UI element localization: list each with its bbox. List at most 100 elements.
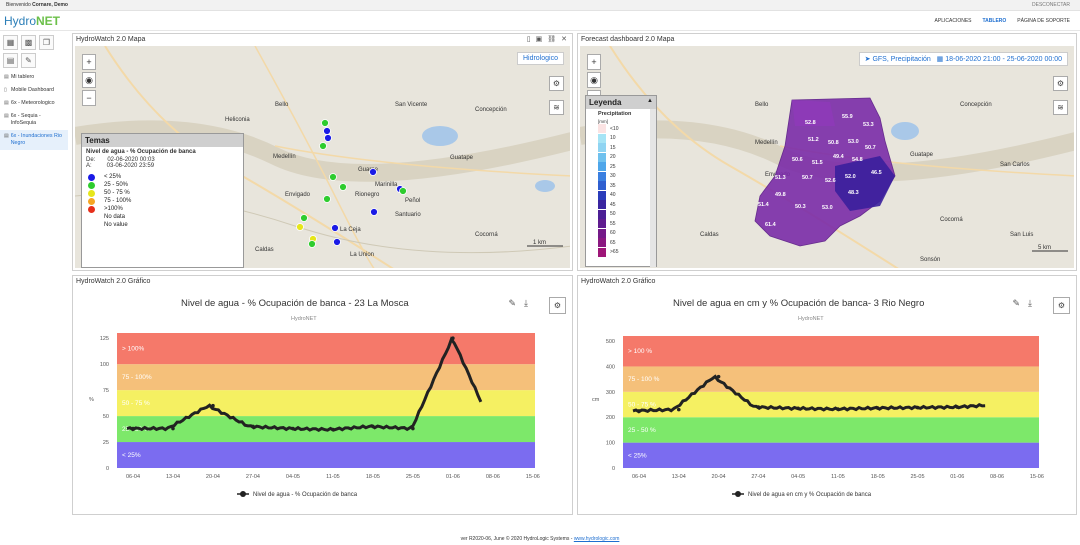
download-icon[interactable]: ⤓	[524, 298, 528, 308]
layers-icon[interactable]: ≋	[549, 100, 564, 115]
sidebar-item-sequia[interactable]: ▤ 6x - Sequia - InfoSequia	[4, 113, 41, 126]
data-point[interactable]	[131, 426, 135, 431]
zoom-out-button[interactable]: −	[82, 90, 96, 106]
station-marker[interactable]	[323, 195, 331, 203]
image-icon[interactable]: ▣	[535, 36, 543, 43]
station-marker[interactable]	[339, 183, 347, 191]
data-point[interactable]	[796, 406, 800, 411]
calendar-icon: ▦	[936, 56, 944, 63]
map-city-label: Bello	[755, 102, 769, 108]
legend-title: Temas	[82, 134, 243, 147]
sidebar-item-inundaciones[interactable]: ▤ 6x - Inundaciones Rio Negro	[0, 130, 68, 150]
data-point[interactable]	[875, 406, 880, 410]
station-marker[interactable]	[370, 208, 378, 216]
legend-entry-label: 20	[610, 154, 616, 161]
station-marker[interactable]	[399, 187, 407, 195]
legend-entry-label: 60	[610, 230, 616, 237]
catchment-shape[interactable]	[835, 156, 895, 211]
station-marker[interactable]	[324, 134, 332, 142]
legend-entry-label: 15	[610, 144, 616, 151]
data-point[interactable]	[451, 336, 455, 340]
zoom-in-button[interactable]: +	[587, 54, 601, 70]
legend-swatch	[598, 124, 606, 134]
grid-icon[interactable]: ▦	[3, 35, 18, 50]
station-marker[interactable]	[321, 119, 329, 127]
nav-tablero[interactable]: TABLERO	[982, 18, 1007, 24]
hydronet-logo[interactable]: HydroNET	[4, 14, 61, 28]
legend-scrollbar[interactable]	[650, 109, 656, 267]
y-tick-label: 50	[103, 414, 109, 420]
map-canvas[interactable]: Bello Medellín Envigado Caldas Guatape S…	[580, 46, 1074, 268]
pencil-icon[interactable]: ✎	[1012, 298, 1021, 308]
dashboard-icon: ▤	[4, 74, 9, 80]
map-city-label: Sonsón	[920, 257, 940, 263]
compass-button[interactable]: ◉	[587, 72, 601, 88]
source-icon: ➤	[864, 56, 871, 63]
chart-legend-label[interactable]: Nivel de agua - % Ocupación de banca	[253, 492, 358, 498]
map-city-label: San Luis	[1010, 232, 1033, 238]
download-icon[interactable]: ⤓	[1028, 298, 1032, 308]
link-icon[interactable]: ⛓	[547, 36, 557, 43]
pencil-icon[interactable]: ✎	[21, 53, 36, 68]
gear-icon[interactable]: ⚙	[549, 76, 564, 91]
station-marker[interactable]	[300, 214, 308, 222]
data-point[interactable]	[676, 407, 681, 412]
data-point[interactable]	[915, 405, 920, 410]
station-marker[interactable]	[296, 223, 304, 231]
series-line[interactable]	[632, 374, 986, 414]
station-marker[interactable]	[333, 238, 341, 246]
sidebar-item-meteorologico[interactable]: ▤ 6x - Meteorologico	[4, 100, 55, 106]
data-point[interactable]	[716, 374, 721, 379]
data-point[interactable]	[211, 403, 215, 408]
data-point[interactable]	[836, 407, 840, 411]
grid-cell-value: 50.7	[865, 145, 876, 151]
x-tick-label: 08-06	[990, 474, 1004, 480]
station-marker[interactable]	[369, 168, 377, 176]
map-layer-tag[interactable]: Hidrologico	[516, 52, 564, 65]
sidebar-item-mi-tablero[interactable]: ▤ Mi tablero	[4, 74, 35, 80]
qr-icon[interactable]: ▩	[21, 35, 36, 50]
data-point[interactable]	[756, 405, 761, 409]
map-canvas[interactable]: Bello Medellín Envigado Guarne Rionegro …	[75, 46, 570, 268]
forecast-tag[interactable]: ➤ GFS, Precipitación ▦ 18-06-2020 21:00 …	[858, 52, 1068, 66]
data-point[interactable]	[955, 405, 960, 409]
data-point[interactable]	[637, 409, 641, 413]
station-marker[interactable]	[319, 142, 327, 150]
chart-legend-label[interactable]: Nivel de agua en cm y % Ocupación de ban…	[748, 492, 872, 498]
copy-icon[interactable]: ❐	[39, 35, 54, 50]
catchment-shape[interactable]	[792, 100, 835, 126]
sidebar-item-mobile[interactable]: ▯ Mobile Dashboard	[4, 87, 54, 93]
nav-aplicaciones[interactable]: APLICACIONES	[934, 18, 972, 24]
gear-icon[interactable]: ⚙	[1053, 297, 1070, 314]
zoom-in-button[interactable]: +	[82, 54, 96, 70]
footer-link[interactable]: www.hydrologic.com	[573, 536, 620, 542]
mobile-icon[interactable]: ▯	[526, 36, 531, 43]
y-tick-label: 125	[100, 336, 109, 342]
data-point[interactable]	[331, 427, 335, 432]
series-line[interactable]	[126, 336, 483, 433]
gear-icon[interactable]: ⚙	[549, 297, 566, 314]
panel-title: HydroWatch 2.0 Mapa	[76, 36, 146, 43]
collapse-icon[interactable]: ▲	[647, 98, 653, 104]
pencil-icon[interactable]: ✎	[508, 298, 517, 308]
grid-cell-value: 52.6	[825, 178, 836, 184]
data-point[interactable]	[251, 424, 255, 429]
station-marker[interactable]	[323, 127, 331, 135]
legend-entry-label: 25	[610, 163, 616, 170]
layers-icon[interactable]: ≋	[1053, 100, 1068, 115]
gear-icon[interactable]: ⚙	[1053, 76, 1068, 91]
data-point[interactable]	[371, 424, 375, 429]
station-marker[interactable]	[308, 240, 316, 248]
y-axis-label: %	[89, 397, 94, 403]
data-point[interactable]	[291, 426, 295, 431]
station-marker[interactable]	[331, 224, 339, 232]
close-icon[interactable]: ✕	[561, 36, 567, 43]
logout-link[interactable]: DESCONECTAR	[1032, 2, 1070, 8]
dashboard-icon[interactable]: ▤	[3, 53, 18, 68]
data-point[interactable]	[171, 426, 175, 431]
x-tick-label: 20-04	[712, 474, 726, 480]
data-point[interactable]	[411, 426, 415, 431]
nav-soporte[interactable]: PÁGINA DE SOPORTE	[1017, 18, 1070, 24]
compass-button[interactable]: ◉	[82, 72, 96, 88]
station-marker[interactable]	[329, 173, 337, 181]
